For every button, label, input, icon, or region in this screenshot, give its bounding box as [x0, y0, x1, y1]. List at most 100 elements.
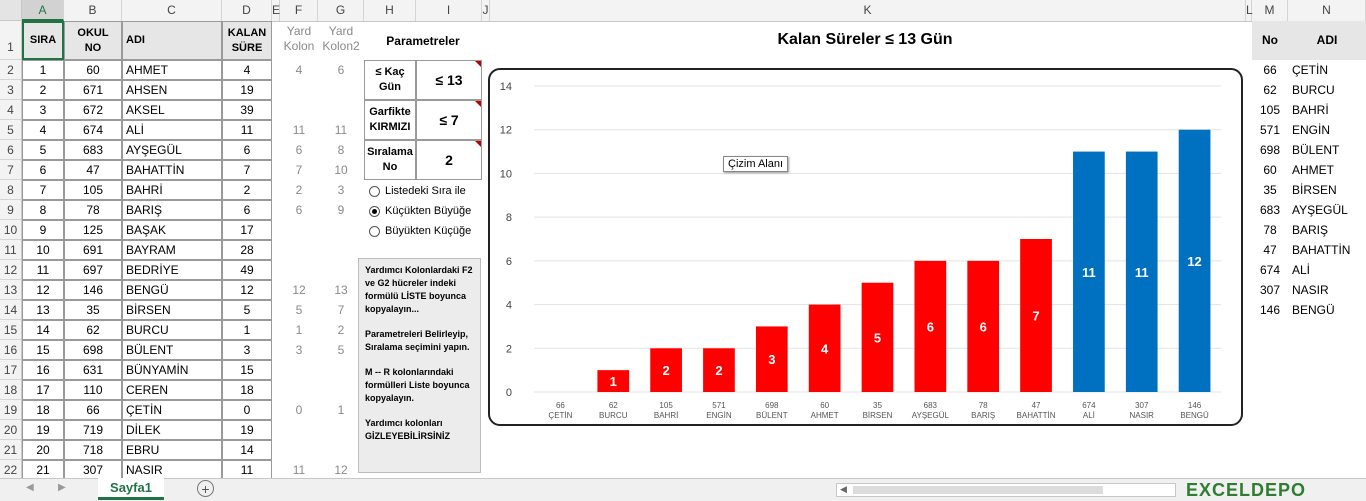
- column-header-e[interactable]: E: [272, 0, 280, 21]
- table-cell[interactable]: 146: [64, 280, 122, 300]
- table-cell[interactable]: BURCU: [122, 320, 222, 340]
- right-cell-no[interactable]: 674: [1259, 263, 1281, 277]
- helper-cell[interactable]: 4: [295, 63, 303, 77]
- table-cell[interactable]: 47: [64, 160, 122, 180]
- table-cell[interactable]: 7: [222, 160, 272, 180]
- table-cell[interactable]: ÇETİN: [122, 400, 222, 420]
- helper-cell[interactable]: 3: [295, 343, 303, 357]
- helper-cell[interactable]: [280, 380, 318, 400]
- table-cell[interactable]: 20: [22, 440, 64, 460]
- helper-cell[interactable]: 2: [337, 323, 345, 337]
- helper-cell[interactable]: [280, 440, 318, 460]
- table-cell[interactable]: 15: [222, 360, 272, 380]
- helper-cell[interactable]: 10: [334, 163, 348, 177]
- helper-cell[interactable]: 7: [337, 303, 345, 317]
- table-cell[interactable]: 307: [64, 460, 122, 480]
- helper-cell[interactable]: 11: [292, 463, 306, 477]
- table-cell[interactable]: 691: [64, 240, 122, 260]
- right-cell-no[interactable]: 60: [1263, 163, 1277, 177]
- right-cell-name[interactable]: BÜLENT: [1292, 143, 1340, 157]
- column-header-i[interactable]: I: [416, 0, 482, 21]
- radio-button-icon[interactable]: [369, 225, 380, 237]
- helper-cell[interactable]: 5: [337, 343, 345, 357]
- column-header-g[interactable]: G: [318, 0, 364, 21]
- table-cell[interactable]: 12: [222, 280, 272, 300]
- param-value-2[interactable]: 2: [416, 140, 482, 180]
- table-cell[interactable]: BENGÜ: [122, 280, 222, 300]
- table-cell[interactable]: 1: [22, 60, 64, 80]
- table-cell[interactable]: AHSEN: [122, 80, 222, 100]
- table-cell[interactable]: ALİ: [122, 120, 222, 140]
- right-cell-no[interactable]: 78: [1263, 223, 1277, 237]
- row-header-20[interactable]: 20: [0, 420, 22, 440]
- select-all-corner[interactable]: [0, 0, 22, 21]
- table-cell[interactable]: 719: [64, 420, 122, 440]
- helper-cell[interactable]: [280, 360, 318, 380]
- table-cell[interactable]: 672: [64, 100, 122, 120]
- table-cell[interactable]: 39: [222, 100, 272, 120]
- table-cell[interactable]: 8: [22, 200, 64, 220]
- right-cell-no[interactable]: 66: [1263, 63, 1277, 77]
- radio-button-icon[interactable]: [369, 205, 380, 217]
- table-cell[interactable]: 4: [222, 60, 272, 80]
- column-header-a[interactable]: A: [22, 0, 64, 21]
- row-header-16[interactable]: 16: [0, 340, 22, 360]
- column-header-f[interactable]: F: [280, 0, 318, 21]
- right-cell-no[interactable]: 683: [1259, 203, 1281, 217]
- table-cell[interactable]: 18: [22, 400, 64, 420]
- helper-cell[interactable]: 1: [337, 403, 345, 417]
- row-header-11[interactable]: 11: [0, 240, 22, 260]
- right-cell-name[interactable]: ÇETİN: [1292, 63, 1328, 77]
- add-sheet-button[interactable]: +: [197, 480, 214, 497]
- row-header-1[interactable]: 1: [0, 21, 22, 60]
- table-cell[interactable]: 2: [22, 80, 64, 100]
- horizontal-scrollbar[interactable]: ◀: [836, 483, 1176, 497]
- table-cell[interactable]: BÜNYAMİN: [122, 360, 222, 380]
- helper-cell[interactable]: 8: [337, 143, 345, 157]
- right-cell-no[interactable]: 146: [1259, 303, 1281, 317]
- row-header-21[interactable]: 21: [0, 440, 22, 460]
- right-cell-no[interactable]: 62: [1263, 83, 1277, 97]
- table-cell[interactable]: BAHRİ: [122, 180, 222, 200]
- param-value-0[interactable]: ≤ 13: [416, 60, 482, 100]
- row-header-13[interactable]: 13: [0, 280, 22, 300]
- row-header-2[interactable]: 2: [0, 60, 22, 80]
- column-header-h[interactable]: H: [364, 0, 416, 21]
- table-cell[interactable]: 60: [64, 60, 122, 80]
- column-header-m[interactable]: M: [1252, 0, 1288, 21]
- row-header-8[interactable]: 8: [0, 180, 22, 200]
- row-header-18[interactable]: 18: [0, 380, 22, 400]
- table-cell[interactable]: 14: [222, 440, 272, 460]
- table-cell[interactable]: 125: [64, 220, 122, 240]
- scrollbar-thumb[interactable]: [853, 486, 1103, 494]
- table-cell[interactable]: 13: [22, 300, 64, 320]
- table-cell[interactable]: 0: [222, 400, 272, 420]
- helper-cell[interactable]: [280, 100, 318, 120]
- helper-cell[interactable]: 12: [334, 463, 348, 477]
- table-cell[interactable]: 35: [64, 300, 122, 320]
- helper-cell[interactable]: [280, 420, 318, 440]
- helper-cell[interactable]: 6: [295, 203, 303, 217]
- table-cell[interactable]: EBRU: [122, 440, 222, 460]
- helper-cell[interactable]: [318, 80, 364, 100]
- row-header-12[interactable]: 12: [0, 260, 22, 280]
- helper-cell[interactable]: [280, 240, 318, 260]
- table-cell[interactable]: 28: [222, 240, 272, 260]
- helper-cell[interactable]: [318, 100, 364, 120]
- table-cell[interactable]: BAYRAM: [122, 240, 222, 260]
- table-cell[interactable]: 698: [64, 340, 122, 360]
- column-header-b[interactable]: B: [64, 0, 122, 21]
- right-cell-no[interactable]: 105: [1259, 103, 1281, 117]
- helper-cell[interactable]: 6: [295, 143, 303, 157]
- row-header-10[interactable]: 10: [0, 220, 22, 240]
- table-cell[interactable]: 19: [22, 420, 64, 440]
- helper-cell[interactable]: [318, 240, 364, 260]
- radio-option-0[interactable]: Listedeki Sıra ile: [369, 182, 466, 200]
- row-header-7[interactable]: 7: [0, 160, 22, 180]
- table-cell[interactable]: BAHATTİN: [122, 160, 222, 180]
- column-header-c[interactable]: C: [122, 0, 222, 21]
- right-cell-name[interactable]: BURCU: [1292, 83, 1335, 97]
- table-cell[interactable]: AHMET: [122, 60, 222, 80]
- table-cell[interactable]: 21: [22, 460, 64, 480]
- row-header-15[interactable]: 15: [0, 320, 22, 340]
